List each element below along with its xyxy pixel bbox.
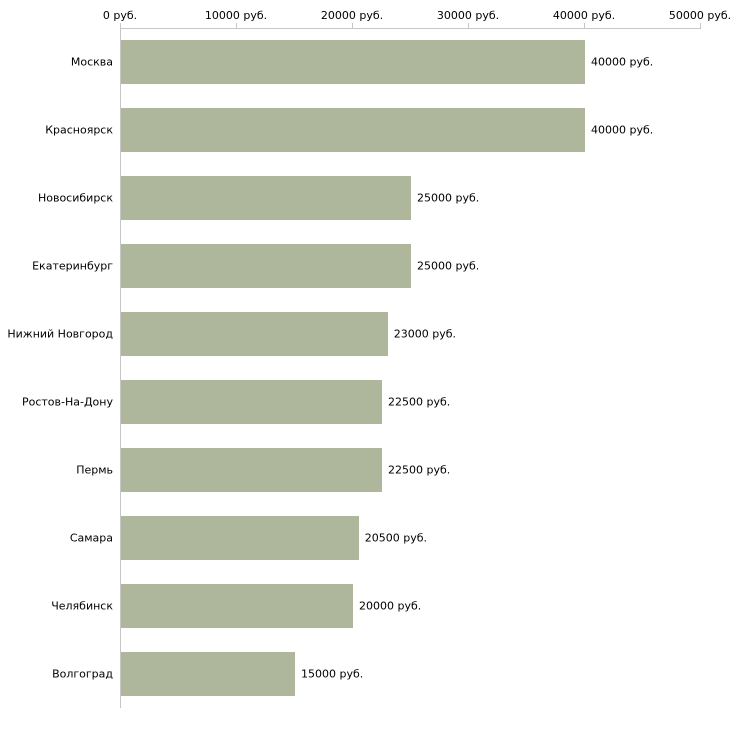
category-label: Екатеринбург — [32, 259, 113, 273]
category-label: Москва — [70, 55, 113, 69]
x-tick-label: 20000 руб. — [320, 9, 384, 22]
bar-row: Москва 40000 руб. — [0, 28, 730, 96]
bar-row: Красноярск 40000 руб. — [0, 96, 730, 164]
bar-row: Пермь 22500 руб. — [0, 436, 730, 504]
bar-row: Екатеринбург 25000 руб. — [0, 232, 730, 300]
bar-row: Челябинск 20000 руб. — [0, 572, 730, 640]
x-axis-tick — [352, 23, 353, 28]
x-axis-tick — [700, 23, 701, 28]
bar — [121, 652, 295, 696]
x-tick-label: 30000 руб. — [436, 9, 500, 22]
bar — [121, 40, 585, 84]
bar-row: Ростов-На-Дону 22500 руб. — [0, 368, 730, 436]
bar — [121, 176, 411, 220]
x-axis-tick — [236, 23, 237, 28]
value-label: 20500 руб. — [364, 531, 428, 545]
x-axis-tick — [468, 23, 469, 28]
value-label: 15000 руб. — [301, 667, 364, 681]
bar — [121, 584, 353, 628]
x-tick-label: 0 руб. — [102, 9, 138, 22]
x-axis-tick — [584, 23, 585, 28]
y-axis-line — [120, 28, 121, 708]
value-label: 22500 руб. — [388, 463, 451, 477]
x-tick-label: 50000 руб. — [668, 9, 730, 22]
category-label: Пермь — [76, 463, 113, 477]
bar-row: Самара 20500 руб. — [0, 504, 730, 572]
bar — [121, 516, 359, 560]
category-label: Волгоград — [52, 667, 113, 681]
x-axis-line — [120, 28, 701, 29]
bar-row: Нижний Новгород 23000 руб. — [0, 300, 730, 368]
category-label: Самара — [69, 531, 113, 545]
value-label: 20000 руб. — [359, 599, 422, 613]
x-tick-label: 10000 руб. — [204, 9, 268, 22]
value-label: 40000 руб. — [591, 123, 654, 137]
bar-row: Новосибирск 25000 руб. — [0, 164, 730, 232]
category-label: Ростов-На-Дону — [21, 395, 113, 409]
x-axis-tick — [120, 23, 121, 28]
bar — [121, 380, 382, 424]
category-label: Челябинск — [51, 599, 113, 613]
x-tick-label: 40000 руб. — [552, 9, 616, 22]
bar — [121, 108, 585, 152]
bar — [121, 244, 411, 288]
value-label: 22500 руб. — [388, 395, 451, 409]
category-label: Красноярск — [45, 123, 113, 137]
value-label: 25000 руб. — [417, 259, 480, 273]
category-label: Нижний Новгород — [7, 327, 113, 341]
bar — [121, 312, 388, 356]
bar-row: Волгоград 15000 руб. — [0, 640, 730, 708]
category-label: Новосибирск — [37, 191, 113, 205]
value-label: 23000 руб. — [393, 327, 457, 341]
bar — [121, 448, 382, 492]
value-label: 40000 руб. — [591, 55, 654, 69]
value-label: 25000 руб. — [417, 191, 480, 205]
